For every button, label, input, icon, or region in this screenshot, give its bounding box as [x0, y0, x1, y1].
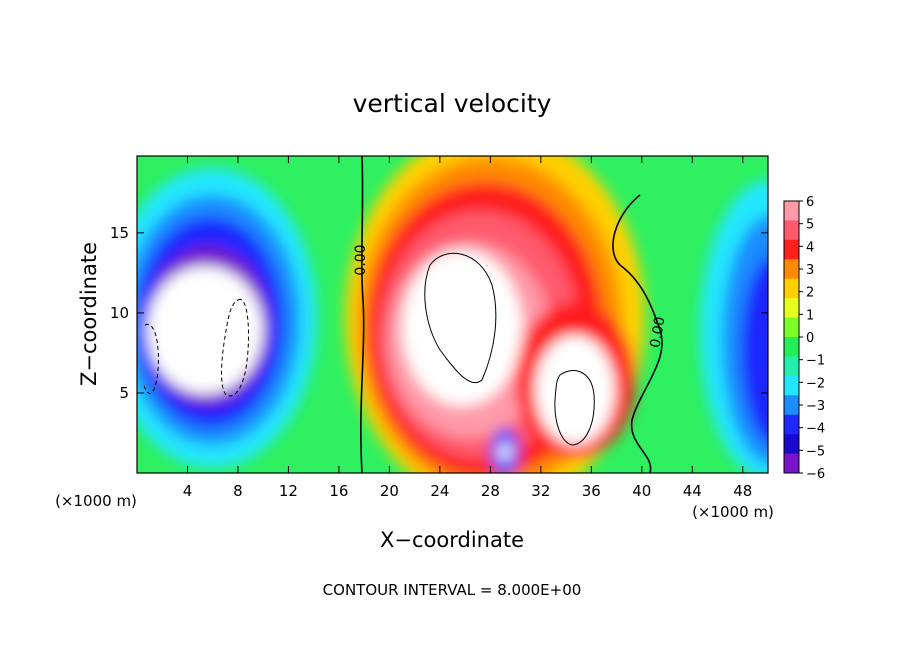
x-tick-label: 48	[733, 482, 752, 500]
secondary-contour	[554, 370, 595, 446]
chart-title: vertical velocity	[353, 89, 552, 118]
colorbar-tick-label: 0	[806, 331, 814, 346]
colorbar-swatch	[784, 259, 799, 280]
downdraft-contour-2	[221, 298, 249, 397]
x-tick-label: 16	[329, 482, 348, 500]
x-tick-label: 8	[233, 482, 243, 500]
x-tick-label: 28	[481, 482, 500, 500]
zero-contour-left	[360, 156, 365, 473]
colorbar: 6 5 4 3 2 1 0 −1 −2 −3 −4 −5 −6	[783, 195, 825, 482]
colorbar-swatch	[784, 337, 799, 357]
colorbar-swatch	[784, 220, 799, 241]
x-tick-label: 20	[380, 482, 399, 500]
colorbar-swatch	[784, 317, 799, 338]
colorbar-swatch	[784, 375, 799, 396]
colorbar-swatch	[784, 356, 799, 377]
y-tick-label: 15	[110, 224, 129, 242]
colorbar-tick-label: 1	[806, 308, 814, 323]
colorbar-swatch	[784, 414, 799, 435]
colorbar-swatch	[784, 395, 799, 416]
colorbar-tick-label: −1	[806, 354, 825, 369]
contour-interval-footer: CONTOUR INTERVAL = 8.000E+00	[323, 581, 582, 599]
colorbar-swatch	[784, 278, 799, 299]
colorbar-swatch	[784, 239, 799, 260]
downdraft-contour-1	[143, 323, 159, 394]
x-tick-label: 44	[683, 482, 702, 500]
colorbar-tick-label: −3	[806, 399, 825, 414]
y-tick-label: 10	[110, 304, 129, 322]
x-tick-label: 40	[632, 482, 651, 500]
x-tick-label: 36	[582, 482, 601, 500]
x-tick-label: 12	[279, 482, 298, 500]
x-unit-label-right: (×1000 m)	[692, 503, 774, 521]
colorbar-swatch	[784, 201, 799, 221]
x-tick-label: 4	[183, 482, 193, 500]
x-tick-label: 24	[430, 482, 449, 500]
y-tick-label: 5	[119, 384, 129, 402]
contour-label-right: 0.00	[647, 316, 668, 349]
x-axis-ticks: 4 8 12 16 20 24 28 32 36 40 44 48	[183, 156, 752, 500]
plot-frame	[136, 155, 769, 474]
y-axis-label: Z−coordinate	[77, 242, 101, 386]
colorbar-swatch	[784, 434, 799, 455]
colorbar-tick-label: 3	[806, 263, 814, 278]
colorbar-tick-label: 4	[806, 240, 814, 255]
colorbar-tick-label: −6	[806, 467, 825, 482]
contour-label-left: 0.00	[353, 244, 369, 275]
colorbar-tick-label: −2	[806, 376, 825, 391]
colorbar-tick-label: −4	[806, 422, 825, 437]
velocity-field	[137, 156, 768, 473]
colorbar-swatch	[784, 453, 799, 474]
colorbar-tick-label: −5	[806, 444, 825, 459]
x-axis-label: X−coordinate	[380, 528, 524, 552]
colorbar-tick-label: 2	[806, 286, 814, 301]
contour-labels: 0.00 0.00	[353, 244, 669, 349]
x-tick-label: 32	[531, 482, 550, 500]
colorbar-tick-label: 5	[806, 218, 814, 233]
x-unit-label-left: (×1000 m)	[55, 492, 137, 510]
colorbar-tick-label: 6	[806, 195, 814, 210]
y-axis-ticks: 5 10 15	[110, 224, 768, 402]
zero-contour-right	[612, 194, 663, 473]
updraft-contour	[424, 252, 497, 384]
colorbar-swatch	[784, 298, 799, 319]
